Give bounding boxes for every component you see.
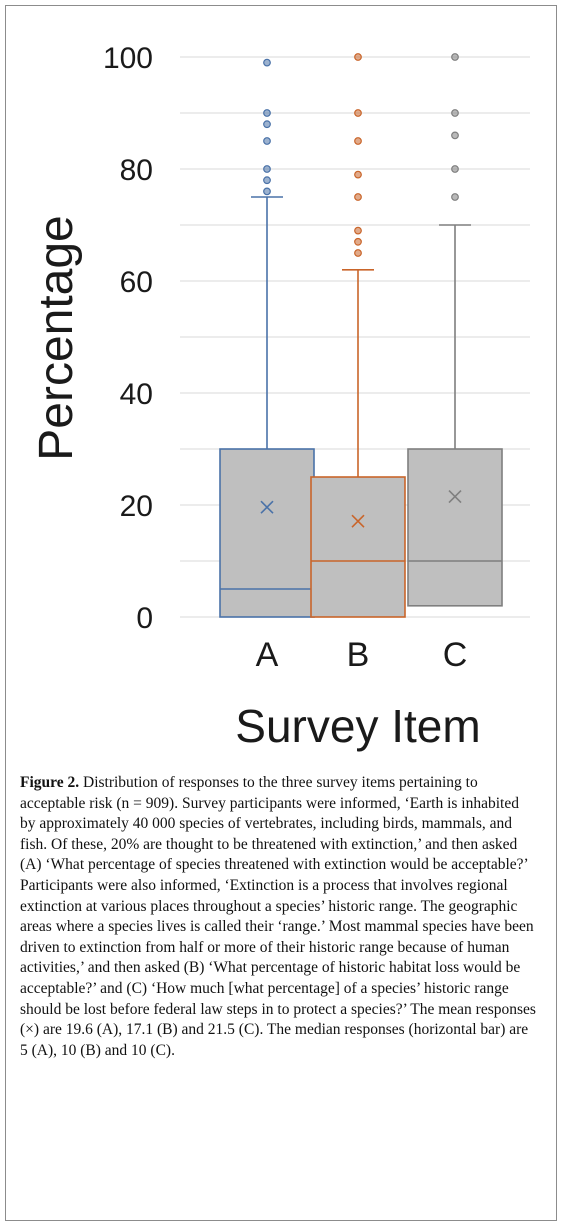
y-tick-label: 0	[136, 602, 153, 635]
x-tick-label: A	[256, 636, 279, 674]
y-tick-label: 40	[120, 378, 153, 411]
box-b	[310, 53, 406, 618]
y-tick-label: 60	[120, 266, 153, 299]
box-c	[407, 53, 503, 607]
y-tick-label: 80	[120, 154, 153, 187]
caption-text: Distribution of responses to the three s…	[20, 774, 536, 1059]
caption-label: Figure 2.	[20, 774, 80, 791]
box-body	[407, 448, 503, 607]
outlier-point	[263, 187, 271, 196]
box-plot-chart: 0 20 40 60 80 100 A B C Percentage Survey Item	[30, 42, 530, 752]
outlier-point	[263, 165, 271, 173]
y-tick-label: 100	[103, 42, 153, 75]
outlier-point	[263, 176, 271, 185]
x-axis-label: Survey Item	[235, 700, 480, 752]
mean-marker	[448, 490, 462, 504]
outlier-point	[354, 137, 362, 145]
box-body	[219, 448, 315, 618]
x-tick-labels: A B C	[256, 636, 468, 674]
outlier-point	[354, 193, 362, 201]
outlier-point	[451, 109, 459, 117]
outlier-point	[263, 137, 271, 145]
outlier-point	[354, 249, 362, 257]
y-axis-label: Percentage	[30, 215, 83, 461]
outlier-point	[263, 109, 271, 117]
outlier-point	[451, 193, 459, 201]
x-tick-label: C	[443, 636, 468, 674]
boxes	[219, 53, 503, 618]
box-a	[219, 58, 315, 618]
outlier-point	[354, 237, 362, 246]
outlier-point	[263, 58, 271, 67]
y-tick-labels: 0 20 40 60 80 100	[103, 42, 153, 635]
outlier-point	[263, 120, 271, 129]
y-tick-label: 20	[120, 490, 153, 523]
outlier-point	[354, 53, 362, 61]
outlier-point	[354, 170, 362, 179]
outlier-point	[451, 165, 459, 173]
outlier-point	[451, 53, 459, 61]
outlier-point	[354, 226, 362, 235]
mean-marker	[260, 500, 274, 514]
outlier-point	[451, 131, 459, 140]
x-tick-label: B	[347, 636, 370, 674]
figure-caption: Figure 2. Distribution of responses to t…	[20, 773, 538, 1061]
outlier-point	[354, 109, 362, 117]
box-body	[310, 476, 406, 618]
mean-marker	[351, 514, 365, 528]
